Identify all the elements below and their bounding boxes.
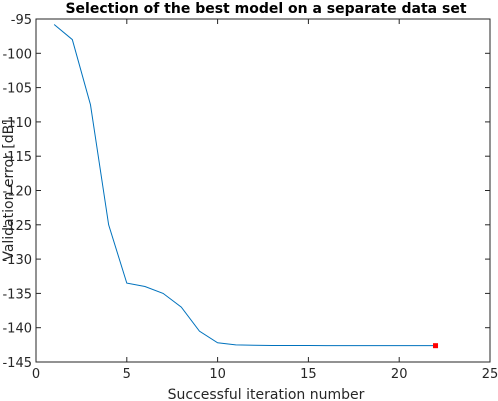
y-tick-label: -95 — [11, 13, 32, 28]
x-tick-label: 5 — [123, 367, 131, 382]
y-tick-label: -115 — [2, 150, 32, 165]
y-tick-label: -120 — [2, 185, 32, 200]
x-tick-label: 20 — [391, 367, 408, 382]
y-tick-label: -110 — [2, 116, 32, 131]
x-tick-label: 15 — [300, 367, 317, 382]
y-tick-label: -125 — [2, 219, 32, 234]
y-tick-label: -145 — [2, 356, 32, 371]
plot-area — [53, 24, 439, 349]
x-axis-label: Successful iteration number — [168, 387, 365, 401]
y-tick-label: -130 — [2, 253, 32, 268]
chart-title: Selection of the best model on a separat… — [65, 1, 466, 17]
series-line — [53, 24, 436, 347]
y-axis-label: Validation error [dB] — [1, 119, 17, 260]
y-tick-label: -105 — [2, 82, 32, 97]
axes: 0 5 10 15 20 25 -95 -100 -105 -110 -115 -120 -125 -13… — [2, 13, 498, 382]
best-model-marker — [433, 343, 439, 349]
y-tick-label: -135 — [2, 287, 32, 302]
x-tick-label: 10 — [209, 367, 226, 382]
y-tick-label: -100 — [2, 47, 32, 62]
axes-box — [35, 18, 491, 363]
x-tick-label: 0 — [32, 367, 40, 382]
x-tick-label: 25 — [482, 367, 498, 382]
y-tick-label: -140 — [2, 322, 32, 337]
